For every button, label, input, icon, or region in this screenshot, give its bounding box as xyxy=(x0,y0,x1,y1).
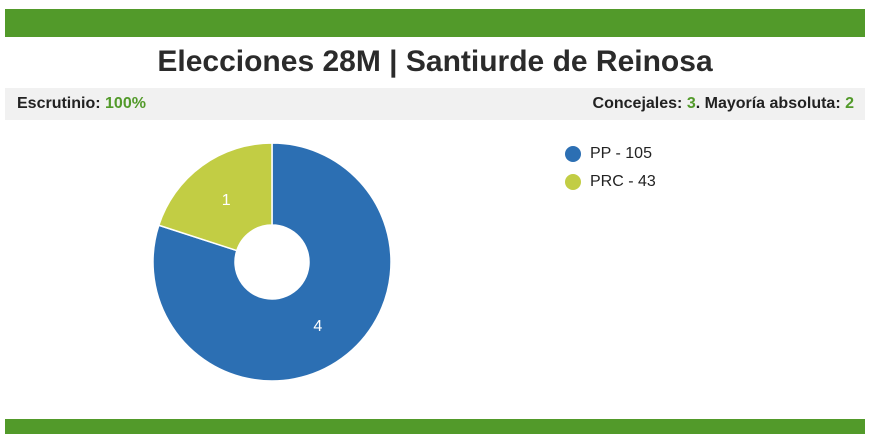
slice-label-prc: 1 xyxy=(222,192,231,209)
concejales-label: Concejales: xyxy=(592,95,687,112)
donut-chart: 41 xyxy=(152,142,392,382)
mayoria-label: . Mayoría absoluta: xyxy=(695,95,846,112)
page-title: Elecciones 28M | Santiurde de Reinosa xyxy=(157,45,713,78)
pie-slice-prc[interactable] xyxy=(157,142,273,252)
legend-label-pp: PP - 105 xyxy=(590,145,652,162)
legend-label-prc: PRC - 43 xyxy=(590,173,656,190)
escrutinio-value: 100% xyxy=(105,95,146,112)
chart-legend: PP - 105 PRC - 43 xyxy=(565,140,656,196)
escrutinio-label: Escrutinio: xyxy=(17,95,106,112)
escrutinio-status: Escrutinio: 100% xyxy=(17,95,146,113)
legend-item-pp[interactable]: PP - 105 xyxy=(565,140,656,168)
legend-item-prc[interactable]: PRC - 43 xyxy=(565,168,656,196)
legend-swatch-pp xyxy=(565,146,581,162)
info-bar: Escrutinio: 100% Concejales: 3. Mayoría … xyxy=(5,88,865,120)
pie-slice-pp[interactable] xyxy=(152,142,392,382)
bottom-accent-bar xyxy=(5,419,865,434)
concejales-value: 3 xyxy=(686,95,696,112)
top-accent-bar xyxy=(5,9,865,37)
slice-label-pp: 4 xyxy=(313,318,322,335)
legend-swatch-prc xyxy=(565,174,581,190)
concejales-status: Concejales: 3. Mayoría absoluta: 2 xyxy=(593,95,854,113)
mayoria-value: 2 xyxy=(845,95,854,112)
